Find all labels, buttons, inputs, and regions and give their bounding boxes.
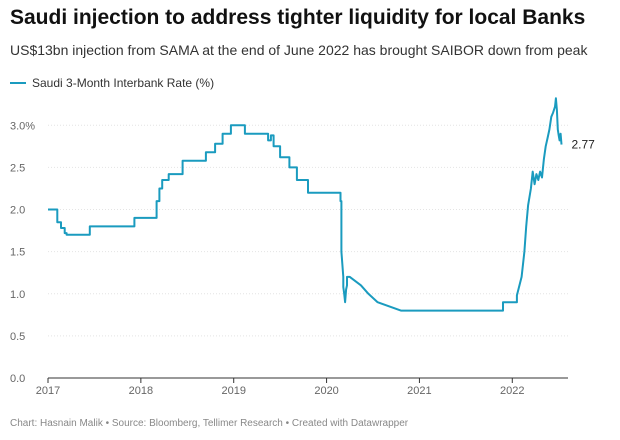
x-tick-label: 2017	[36, 385, 60, 397]
y-tick-label: 0.5	[10, 331, 25, 343]
end-value-label: 2.77	[572, 138, 596, 152]
y-tick-label: 1.0	[10, 289, 25, 301]
legend-label: Saudi 3-Month Interbank Rate (%)	[32, 76, 215, 90]
x-tick-label: 2018	[129, 385, 153, 397]
y-tick-label: 2.0	[10, 205, 25, 217]
chart-subtitle: US$13bn injection from SAMA at the end o…	[10, 42, 588, 58]
series-line-saibor	[48, 97, 563, 312]
chart-footer: Chart: Hasnain Malik • Source: Bloomberg…	[10, 418, 409, 429]
chart-title: Saudi injection to address tighter liqui…	[10, 6, 586, 29]
x-tick-label: 2020	[314, 385, 338, 397]
chart-legend: Saudi 3-Month Interbank Rate (%)	[10, 76, 214, 90]
y-tick-label: 1.5	[10, 247, 25, 259]
x-tick-label: 2019	[221, 385, 245, 397]
y-tick-label: 3.0%	[10, 120, 35, 132]
y-tick-label: 0.0	[10, 373, 25, 385]
x-tick-label: 2021	[407, 385, 431, 397]
y-tick-label: 2.5	[10, 162, 25, 174]
legend-swatch	[10, 82, 26, 84]
x-tick-label: 2022	[500, 385, 524, 397]
